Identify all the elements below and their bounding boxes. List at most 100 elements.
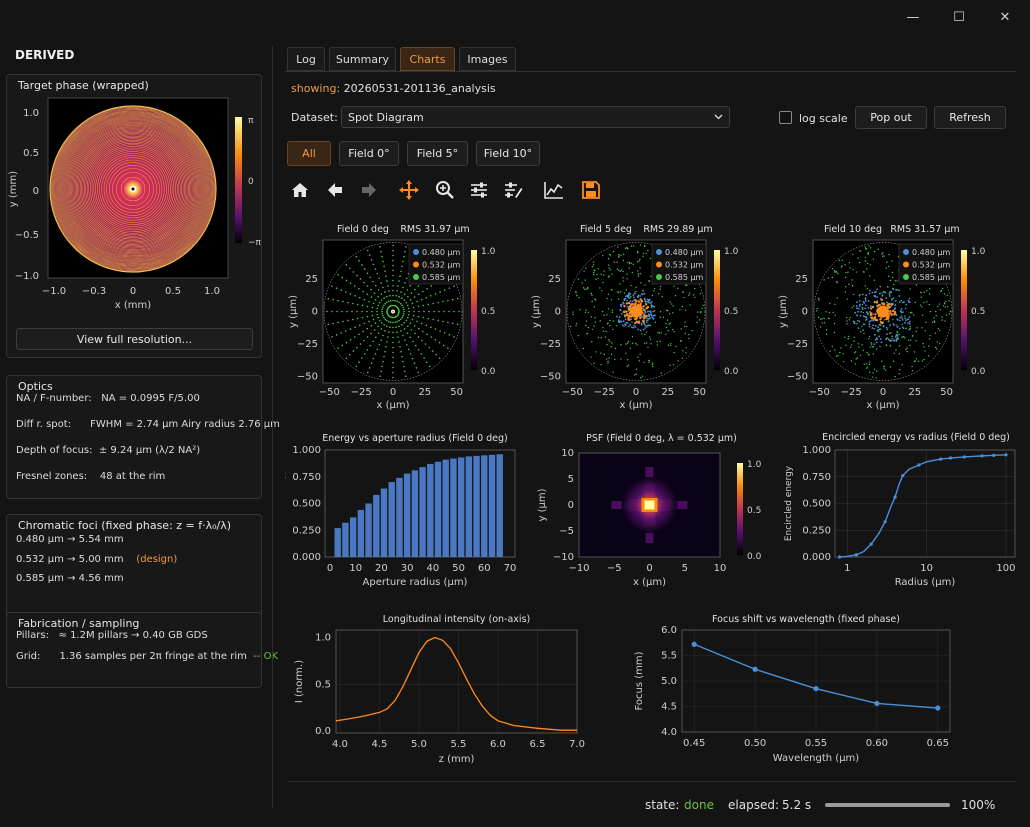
phase-ring xyxy=(115,171,151,207)
spot-point xyxy=(398,280,400,282)
spot-point xyxy=(653,287,656,290)
tab-images[interactable]: Images xyxy=(459,47,516,71)
spot-point xyxy=(358,287,360,290)
spot-point xyxy=(578,296,580,299)
spot-point xyxy=(650,313,652,316)
panel-divider[interactable] xyxy=(272,46,273,808)
tab-log[interactable]: Log xyxy=(287,47,325,71)
spot-point xyxy=(943,302,946,304)
pan-icon[interactable] xyxy=(397,178,421,202)
y-tick: 4.0 xyxy=(661,727,677,738)
spot-point xyxy=(392,361,394,364)
spot-point xyxy=(384,270,386,273)
log-scale-checkbox[interactable] xyxy=(779,111,792,124)
spot-point xyxy=(643,297,646,300)
spot-point xyxy=(351,310,353,313)
spot-point xyxy=(643,322,645,325)
save-icon[interactable] xyxy=(579,178,603,202)
spot-point xyxy=(879,345,881,348)
spot-point xyxy=(617,298,620,300)
spot-point xyxy=(630,245,633,247)
spot-point xyxy=(577,278,580,280)
spot-point xyxy=(888,275,890,278)
view-full-resolution-button[interactable]: View full resolution... xyxy=(16,328,253,350)
spot-point xyxy=(898,301,901,303)
spot-point xyxy=(635,286,637,289)
forward-arrow-icon[interactable] xyxy=(357,178,381,202)
spot-point xyxy=(688,337,690,340)
spot-point xyxy=(399,302,402,305)
spot-point xyxy=(358,333,360,336)
spot-point xyxy=(900,299,902,302)
pop-out-button[interactable]: Pop out xyxy=(855,106,927,129)
edit-axes-icon[interactable] xyxy=(501,178,525,202)
zoom-icon[interactable] xyxy=(433,178,457,202)
spot-point xyxy=(853,293,855,296)
spot-point xyxy=(626,365,628,368)
derived-panel: DERIVED Target phase (wrapped) xyxy=(0,34,280,827)
spot-point xyxy=(646,314,649,317)
series-point xyxy=(962,455,967,459)
spot-point xyxy=(649,310,652,313)
bar xyxy=(481,455,488,557)
spot-point xyxy=(389,326,391,328)
spot-point xyxy=(637,275,640,277)
spot-point xyxy=(392,341,394,344)
diff-row: Diff r. spot: FWHM = 2.74 μm Airy radius… xyxy=(16,419,280,430)
spot-point xyxy=(890,313,893,316)
spot-point xyxy=(628,305,632,308)
spot-point xyxy=(898,353,901,355)
spot-point xyxy=(821,322,823,324)
spot-point xyxy=(642,290,645,292)
spot-point xyxy=(447,321,449,324)
spot-point xyxy=(616,261,618,263)
spot-point xyxy=(404,339,406,341)
filter-field0-button[interactable]: Field 0° xyxy=(339,141,399,166)
spot-point xyxy=(401,297,403,299)
spot-point xyxy=(645,317,648,320)
chart-line-icon[interactable] xyxy=(542,178,566,202)
series-point xyxy=(691,641,697,647)
tab-charts[interactable]: Charts xyxy=(400,47,455,71)
spot-point xyxy=(911,335,914,337)
spot-point xyxy=(361,304,364,307)
spot-point xyxy=(867,251,869,254)
spot-point xyxy=(939,329,941,332)
filter-all-button[interactable]: All xyxy=(287,141,331,166)
spot-point xyxy=(452,322,454,325)
x-tick: −50 xyxy=(319,387,340,398)
spot-point xyxy=(944,306,946,308)
spot-point xyxy=(685,284,688,286)
configure-subplots-icon[interactable] xyxy=(467,178,491,202)
refresh-button[interactable]: Refresh xyxy=(934,106,1006,129)
spot-point xyxy=(382,360,384,363)
home-icon[interactable] xyxy=(288,178,312,202)
tab-summary[interactable]: Summary xyxy=(329,47,396,71)
spot-point xyxy=(366,371,369,374)
maximize-button[interactable]: ☐ xyxy=(936,0,982,34)
spot-point xyxy=(634,326,637,329)
spot-point xyxy=(907,301,910,303)
spot-point xyxy=(640,282,642,284)
bar xyxy=(473,455,480,557)
spot-point xyxy=(379,245,381,248)
filter-field5-button[interactable]: Field 5° xyxy=(407,141,468,166)
spot-point xyxy=(363,281,365,284)
spot-point xyxy=(877,326,879,329)
filter-field10-button[interactable]: Field 10° xyxy=(476,141,540,166)
spot-point xyxy=(600,273,602,276)
spot-point xyxy=(902,301,904,304)
back-arrow-icon[interactable] xyxy=(323,178,347,202)
x-tick: −25 xyxy=(841,387,862,398)
minimize-button[interactable]: — xyxy=(890,0,936,34)
y-tick: 6.0 xyxy=(661,625,677,636)
bar xyxy=(450,458,457,557)
spot-point xyxy=(902,311,905,314)
spot-point xyxy=(656,344,659,346)
spot-point xyxy=(623,310,627,314)
close-button[interactable]: ✕ xyxy=(982,0,1028,34)
spot-point xyxy=(394,299,396,302)
dataset-select[interactable]: Spot Diagram xyxy=(341,106,730,128)
